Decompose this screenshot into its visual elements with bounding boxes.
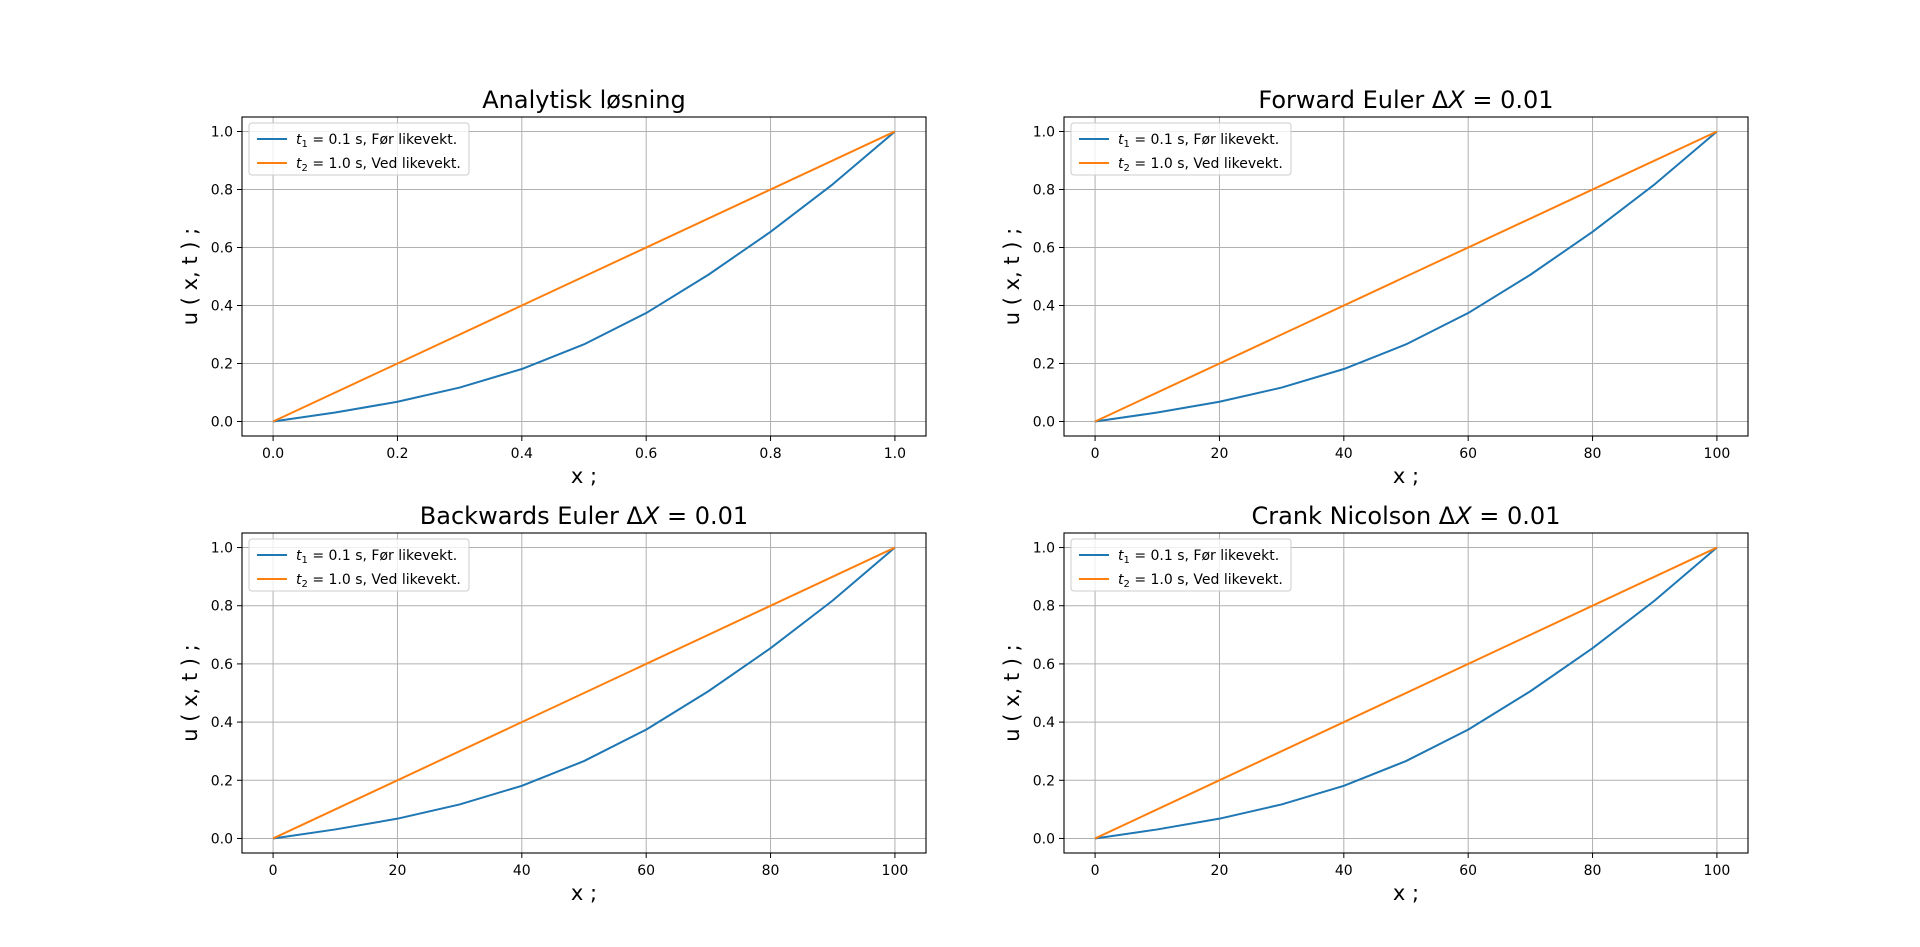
forward-euler-y-tick-label-4: 0.8	[1033, 183, 1055, 199]
forward-euler-series-line-1	[1094, 130, 1718, 423]
analytisk-title: Analytisk løsning	[482, 86, 686, 114]
analytisk-x-tick-label-5: 1.0	[884, 446, 906, 462]
crank-nicolson-y-tick-label-0: 0.0	[1033, 831, 1055, 847]
subplot-backwards-euler: 0 20 40 60 80 100 0.0 0.2 0.4 0.6 0.8 1.0 Backwards …	[178, 502, 927, 905]
analytisk-legend-entry-2: t2 = 1.0 s, Ved likevekt.	[296, 156, 461, 174]
forward-euler-legend-entry-2: t2 = 1.0 s, Ved likevekt.	[1118, 156, 1283, 174]
forward-euler-x-tick-label-5: 100	[1704, 446, 1731, 462]
analytisk-y-tick-label-0: 0.0	[211, 415, 233, 431]
analytisk-x-tick-label-2: 0.4	[511, 446, 533, 462]
analytisk-x-tick-label-1: 0.2	[386, 446, 408, 462]
analytisk-ylabel: u ( x, t ) ;	[178, 228, 202, 325]
analytisk-y-tick-label-3: 0.6	[211, 241, 233, 257]
analytisk-series-line-1	[272, 130, 896, 423]
subplot-forward-euler: 0 20 40 60 80 100 0.0 0.2 0.4 0.6 0.8 1.0 Forward Eu…	[1000, 86, 1749, 488]
backwards-euler-legend: t1 = 0.1 s, Før likevekt. t2 = 1.0 s, Ved…	[248, 538, 470, 592]
analytisk-x-tick-label-4: 0.8	[759, 446, 781, 462]
backwards-euler-x-tick-label-5: 100	[882, 863, 909, 879]
subplot-analytisk: 0.0 0.2 0.4 0.6 0.8 1.0 0.0 0.2 0.4 0.6 0.8 1.0 Anal…	[178, 86, 927, 488]
crank-nicolson-title: Crank Nicolson ΔX = 0.01	[1252, 502, 1561, 530]
backwards-euler-title: Backwards Euler ΔX = 0.01	[420, 502, 748, 530]
crank-nicolson-x-tick-label-3: 60	[1459, 863, 1477, 879]
backwards-euler-legend-entry-2: t2 = 1.0 s, Ved likevekt.	[296, 572, 461, 590]
backwards-euler-series-line-2	[272, 546, 896, 840]
forward-euler-x-tick-label-1: 20	[1211, 446, 1229, 462]
forward-euler-legend-box	[1070, 122, 1292, 176]
forward-euler-legend-entry-1: t1 = 0.1 s, Før likevekt.	[1118, 132, 1279, 150]
crank-nicolson-x-tick-label-4: 80	[1584, 863, 1602, 879]
forward-euler-y-tick-label-5: 1.0	[1033, 125, 1055, 141]
backwards-euler-series-line-1	[272, 546, 896, 840]
crank-nicolson-axes-frame	[1063, 532, 1749, 854]
forward-euler-x-tick-label-2: 40	[1335, 446, 1353, 462]
crank-nicolson-y-tick-label-1: 0.2	[1033, 773, 1055, 789]
crank-nicolson-legend-entry-2: t2 = 1.0 s, Ved likevekt.	[1118, 572, 1283, 590]
forward-euler-y-tick-label-1: 0.2	[1033, 357, 1055, 373]
forward-euler-series-line-2	[1094, 130, 1718, 423]
crank-nicolson-legend-box	[1070, 538, 1292, 592]
analytisk-x-tick-label-0: 0.0	[262, 446, 284, 462]
backwards-euler-y-tick-label-4: 0.8	[211, 599, 233, 615]
backwards-euler-legend-entry-1: t1 = 0.1 s, Før likevekt.	[296, 548, 457, 566]
backwards-euler-xlabel: x ;	[571, 881, 597, 905]
backwards-euler-legend-box	[248, 538, 470, 592]
crank-nicolson-x-tick-label-2: 40	[1335, 863, 1353, 879]
forward-euler-y-tick-label-3: 0.6	[1033, 241, 1055, 257]
backwards-euler-x-tick-label-1: 20	[389, 863, 407, 879]
crank-nicolson-xlabel: x ;	[1393, 881, 1419, 905]
backwards-euler-x-tick-label-4: 80	[762, 863, 780, 879]
backwards-euler-y-tick-label-0: 0.0	[211, 831, 233, 847]
crank-nicolson-y-tick-label-2: 0.4	[1033, 715, 1055, 731]
backwards-euler-y-tick-label-2: 0.4	[211, 715, 233, 731]
crank-nicolson-y-tick-label-3: 0.6	[1033, 657, 1055, 673]
forward-euler-legend: t1 = 0.1 s, Før likevekt. t2 = 1.0 s, Ved…	[1070, 122, 1292, 176]
crank-nicolson-x-tick-label-5: 100	[1704, 863, 1731, 879]
analytisk-legend: t1 = 0.1 s, Før likevekt. t2 = 1.0 s, Ved…	[248, 122, 470, 176]
backwards-euler-ylabel: u ( x, t ) ;	[178, 644, 202, 741]
analytisk-y-tick-label-4: 0.8	[211, 183, 233, 199]
analytisk-axes-frame	[241, 116, 927, 437]
forward-euler-x-tick-label-0: 0	[1091, 446, 1100, 462]
forward-euler-xlabel: x ;	[1393, 464, 1419, 488]
crank-nicolson-series-line-1	[1094, 546, 1718, 840]
crank-nicolson-legend-entry-1: t1 = 0.1 s, Før likevekt.	[1118, 548, 1279, 566]
subplot-crank-nicolson: 0 20 40 60 80 100 0.0 0.2 0.4 0.6 0.8 1.0 Crank Nico…	[1000, 502, 1749, 905]
analytisk-y-tick-label-1: 0.2	[211, 357, 233, 373]
analytisk-legend-box	[248, 122, 470, 176]
backwards-euler-x-tick-label-3: 60	[637, 863, 655, 879]
crank-nicolson-x-tick-label-1: 20	[1211, 863, 1229, 879]
analytisk-y-tick-label-2: 0.4	[211, 299, 233, 315]
backwards-euler-x-tick-label-2: 40	[513, 863, 531, 879]
crank-nicolson-series-line-2	[1094, 546, 1718, 840]
analytisk-series-line-2	[272, 130, 896, 423]
analytisk-y-tick-label-5: 1.0	[211, 125, 233, 141]
forward-euler-title: Forward Euler ΔX = 0.01	[1258, 86, 1553, 114]
forward-euler-axes-frame	[1063, 116, 1749, 437]
analytisk-xlabel: x ;	[571, 464, 597, 488]
forward-euler-y-tick-label-0: 0.0	[1033, 415, 1055, 431]
forward-euler-y-tick-label-2: 0.4	[1033, 299, 1055, 315]
crank-nicolson-x-tick-label-0: 0	[1091, 863, 1100, 879]
crank-nicolson-y-tick-label-4: 0.8	[1033, 599, 1055, 615]
forward-euler-x-tick-label-3: 60	[1459, 446, 1477, 462]
backwards-euler-y-tick-label-3: 0.6	[211, 657, 233, 673]
backwards-euler-y-tick-label-5: 1.0	[211, 541, 233, 557]
crank-nicolson-ylabel: u ( x, t ) ;	[1000, 644, 1024, 741]
backwards-euler-axes-frame	[241, 532, 927, 854]
analytisk-x-tick-label-3: 0.6	[635, 446, 657, 462]
backwards-euler-x-tick-label-0: 0	[269, 863, 278, 879]
forward-euler-x-tick-label-4: 80	[1584, 446, 1602, 462]
analytisk-legend-entry-1: t1 = 0.1 s, Før likevekt.	[296, 132, 457, 150]
forward-euler-ylabel: u ( x, t ) ;	[1000, 228, 1024, 325]
crank-nicolson-y-tick-label-5: 1.0	[1033, 541, 1055, 557]
crank-nicolson-legend: t1 = 0.1 s, Før likevekt. t2 = 1.0 s, Ved…	[1070, 538, 1292, 592]
backwards-euler-y-tick-label-1: 0.2	[211, 773, 233, 789]
